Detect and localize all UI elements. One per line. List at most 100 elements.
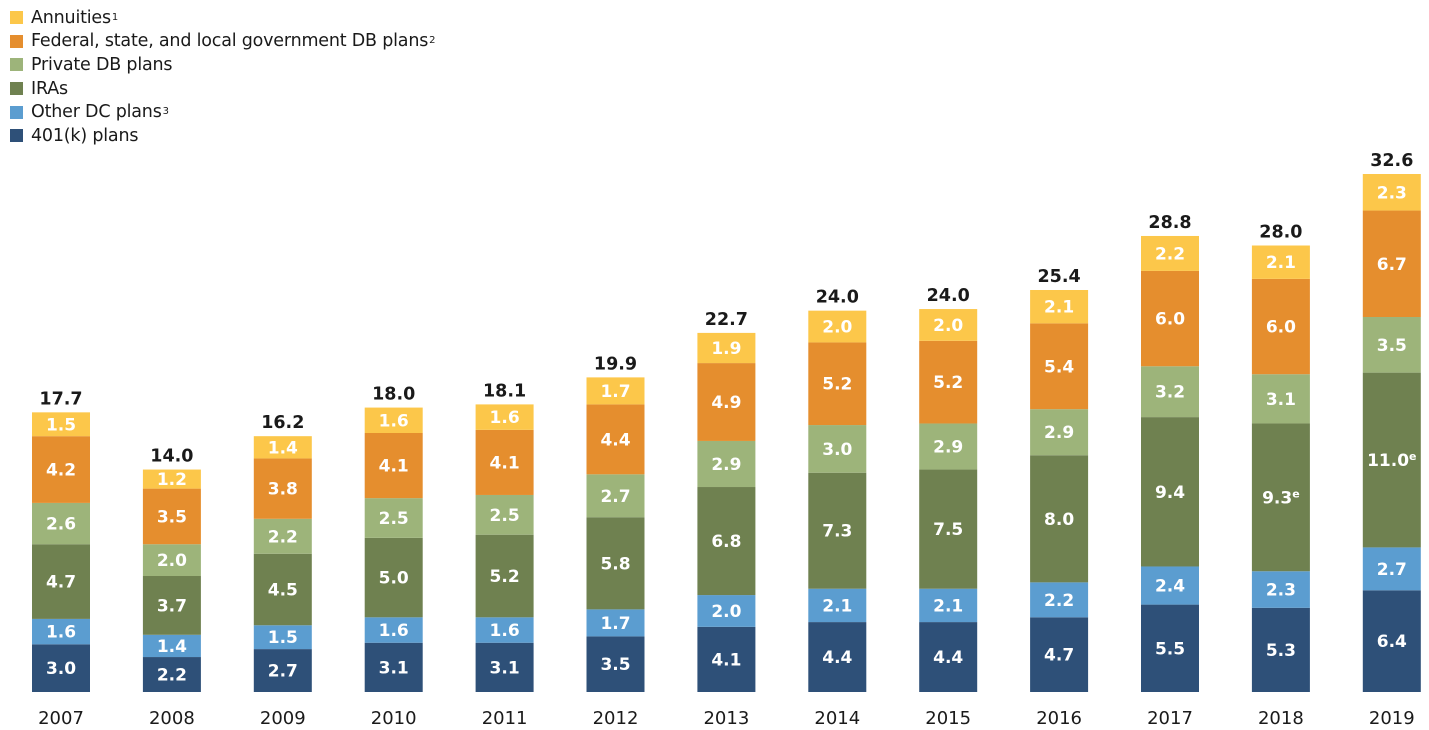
- data-label: 3.5: [1377, 336, 1407, 356]
- data-label: 1.6: [490, 408, 520, 428]
- legend-item: Private DB plans: [10, 53, 435, 77]
- bar-segment: [697, 487, 756, 596]
- x-tick-label: 2012: [593, 708, 639, 729]
- legend-label: Other DC plans: [31, 102, 162, 123]
- data-label: 1.9: [711, 339, 741, 359]
- x-tick-label: 2013: [703, 708, 749, 729]
- data-label: 7.3: [822, 522, 852, 542]
- data-label: 2.6: [46, 515, 76, 535]
- data-label: 2.0: [157, 551, 187, 571]
- bar-segment: [1362, 590, 1421, 692]
- bar-segment: [586, 404, 645, 475]
- data-label: 5.0: [379, 569, 409, 589]
- bar-segment: [475, 494, 534, 535]
- legend-item: IRAs: [10, 77, 435, 101]
- data-label: 6.8: [711, 532, 741, 552]
- data-label: 7.5: [933, 520, 963, 540]
- data-label: 5.8: [600, 554, 630, 574]
- bar-segment: [808, 310, 867, 343]
- bar-segment: [32, 644, 90, 692]
- legend-item: Federal, state, and local government DB …: [10, 30, 436, 54]
- bar-segment: [697, 363, 756, 441]
- total-label: 28.0: [1259, 223, 1302, 243]
- bar-segment: [808, 472, 867, 589]
- data-label: 2.7: [1377, 560, 1407, 580]
- data-label: 2.9: [933, 438, 963, 458]
- data-label: 2.9: [711, 455, 741, 475]
- bar-segment: [586, 377, 645, 405]
- data-label: 3.0: [822, 440, 852, 460]
- bar-segment: [1362, 547, 1421, 591]
- total-label: 17.7: [39, 389, 82, 409]
- data-label: 6.4: [1377, 632, 1407, 652]
- data-label: 2.5: [379, 509, 409, 529]
- bar-segment: [142, 576, 201, 635]
- bar-segment: [1362, 210, 1421, 318]
- total-label: 25.4: [1038, 267, 1081, 287]
- data-label: 3.2: [1155, 383, 1185, 403]
- data-label: 1.6: [490, 621, 520, 641]
- bar-segment: [253, 518, 312, 554]
- data-label: 2.0: [933, 316, 963, 336]
- data-label: 1.6: [46, 623, 76, 643]
- data-label: 5.2: [490, 567, 520, 587]
- data-label: 5.2: [933, 373, 963, 393]
- bar-segment: [808, 425, 867, 473]
- data-label: 1.7: [600, 614, 630, 634]
- bar-segment: [1362, 372, 1421, 548]
- data-label: 1.4: [157, 637, 187, 657]
- bar-stack: 5.3 2.3 9.3e 3.1 6.0 2.1 28.0 2018: [1251, 223, 1310, 729]
- legend-swatch: [10, 129, 23, 143]
- bar-stack: 4.4 2.1 7.3 3.0 5.2 2.0 24.0 2014: [808, 288, 867, 729]
- data-label: 3.0: [46, 659, 76, 679]
- bar-segment: [1030, 582, 1089, 618]
- bar-segment: [1030, 323, 1089, 410]
- data-label: 4.4: [600, 430, 630, 450]
- x-tick-label: 2011: [482, 708, 528, 729]
- data-label: 6.0: [1266, 318, 1296, 338]
- bar-segment: [1251, 245, 1310, 279]
- bar-segment: [32, 544, 90, 619]
- data-label: 1.5: [46, 415, 76, 435]
- bar-segment: [1030, 289, 1089, 324]
- data-label: 2.1: [822, 596, 852, 616]
- bar-segment: [586, 474, 645, 518]
- bar-segment: [1362, 174, 1421, 211]
- data-label: 1.2: [157, 470, 187, 490]
- x-tick-label: 2017: [1147, 708, 1193, 729]
- bar-segment: [32, 618, 90, 645]
- x-tick-label: 2019: [1369, 708, 1415, 729]
- bar-segment: [1251, 607, 1310, 692]
- data-label: 5.2: [822, 375, 852, 395]
- x-tick-label: 2016: [1036, 708, 1082, 729]
- bar-segment: [919, 423, 978, 470]
- bar-stack: 3.1 1.6 5.2 2.5 4.1 1.6 18.1 2011: [475, 381, 534, 729]
- legend-item: 401(k) plans: [10, 124, 435, 148]
- data-label: 1.6: [379, 411, 409, 431]
- total-label: 18.1: [483, 381, 526, 401]
- bar-segment: [1141, 366, 1199, 418]
- legend-swatch: [10, 82, 23, 96]
- data-label: 2.2: [268, 527, 298, 547]
- total-label: 24.0: [927, 286, 970, 306]
- bar-segment: [475, 404, 534, 430]
- data-label: 2.3: [1377, 183, 1407, 203]
- bar-stack: 6.4 2.7 11.0e 3.5 6.7 2.3 32.6 2019: [1362, 151, 1421, 729]
- data-label: 2.5: [490, 506, 520, 526]
- data-label: 3.1: [1266, 390, 1296, 410]
- bar-segment: [253, 649, 312, 692]
- legend-label: IRAs: [31, 78, 68, 99]
- bar-segment: [475, 642, 534, 692]
- bar-segment: [1251, 278, 1310, 375]
- data-label: 4.7: [1044, 646, 1074, 666]
- data-label: 2.0: [822, 318, 852, 338]
- bar-segment: [586, 636, 645, 692]
- bar-segment: [142, 657, 201, 692]
- bar-segment: [475, 429, 534, 495]
- bar-segment: [253, 458, 312, 519]
- bar-segment: [1251, 571, 1310, 608]
- data-label: 2.3: [1266, 581, 1296, 601]
- total-label: 22.7: [705, 310, 748, 330]
- bar-stack: 3.1 1.6 5.0 2.5 4.1 1.6 18.0 2010: [364, 385, 423, 729]
